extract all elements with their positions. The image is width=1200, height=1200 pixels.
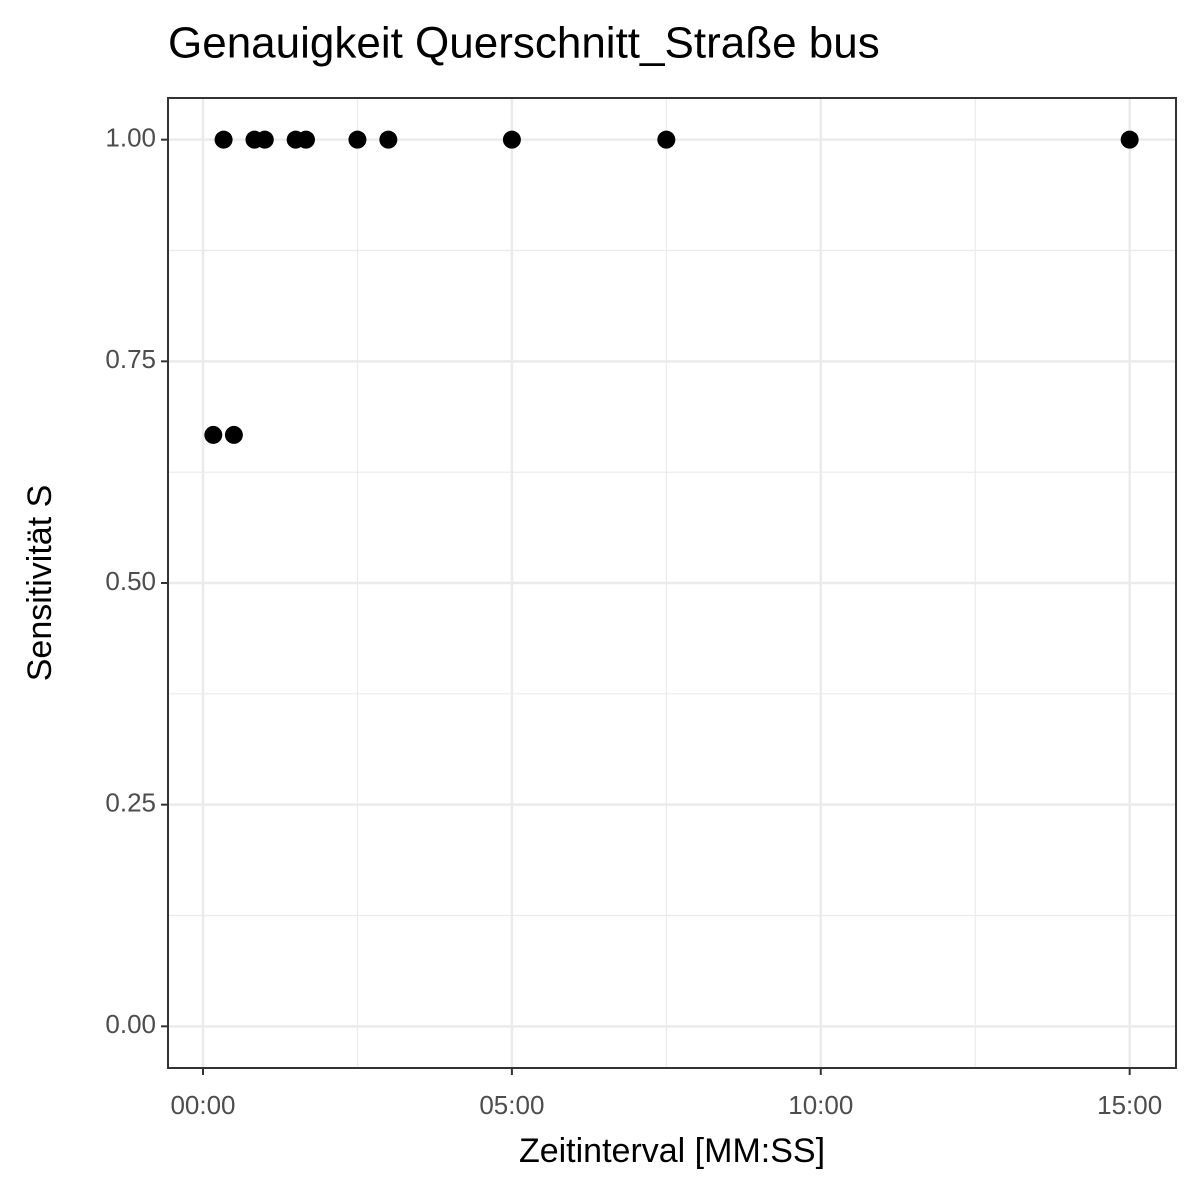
x-tick-label: 15:00 (1097, 1090, 1162, 1120)
y-axis-title: Sensitivität S (21, 485, 59, 682)
y-tick-label: 0.75 (105, 344, 156, 374)
x-axis-title: Zeitinterval [MM:SS] (519, 1132, 825, 1170)
point (224, 425, 243, 444)
point (1120, 130, 1139, 149)
y-tick-label: 1.00 (105, 123, 156, 153)
chart-title: Genauigkeit Querschnitt_Straße bus (168, 19, 880, 68)
y-tick-label: 0.25 (105, 788, 156, 818)
y-tick-label: 0.00 (105, 1009, 156, 1039)
x-tick-label: 05:00 (479, 1090, 544, 1120)
point (214, 130, 233, 149)
x-tick-label: 00:00 (170, 1090, 235, 1120)
y-tick-label: 0.50 (105, 566, 156, 596)
point (379, 130, 398, 149)
point (502, 130, 521, 149)
plot-border (167, 97, 1177, 1069)
point (657, 130, 676, 149)
point (204, 425, 223, 444)
point (296, 130, 315, 149)
x-tick-label: 10:00 (788, 1090, 853, 1120)
point (348, 130, 367, 149)
point (255, 130, 274, 149)
